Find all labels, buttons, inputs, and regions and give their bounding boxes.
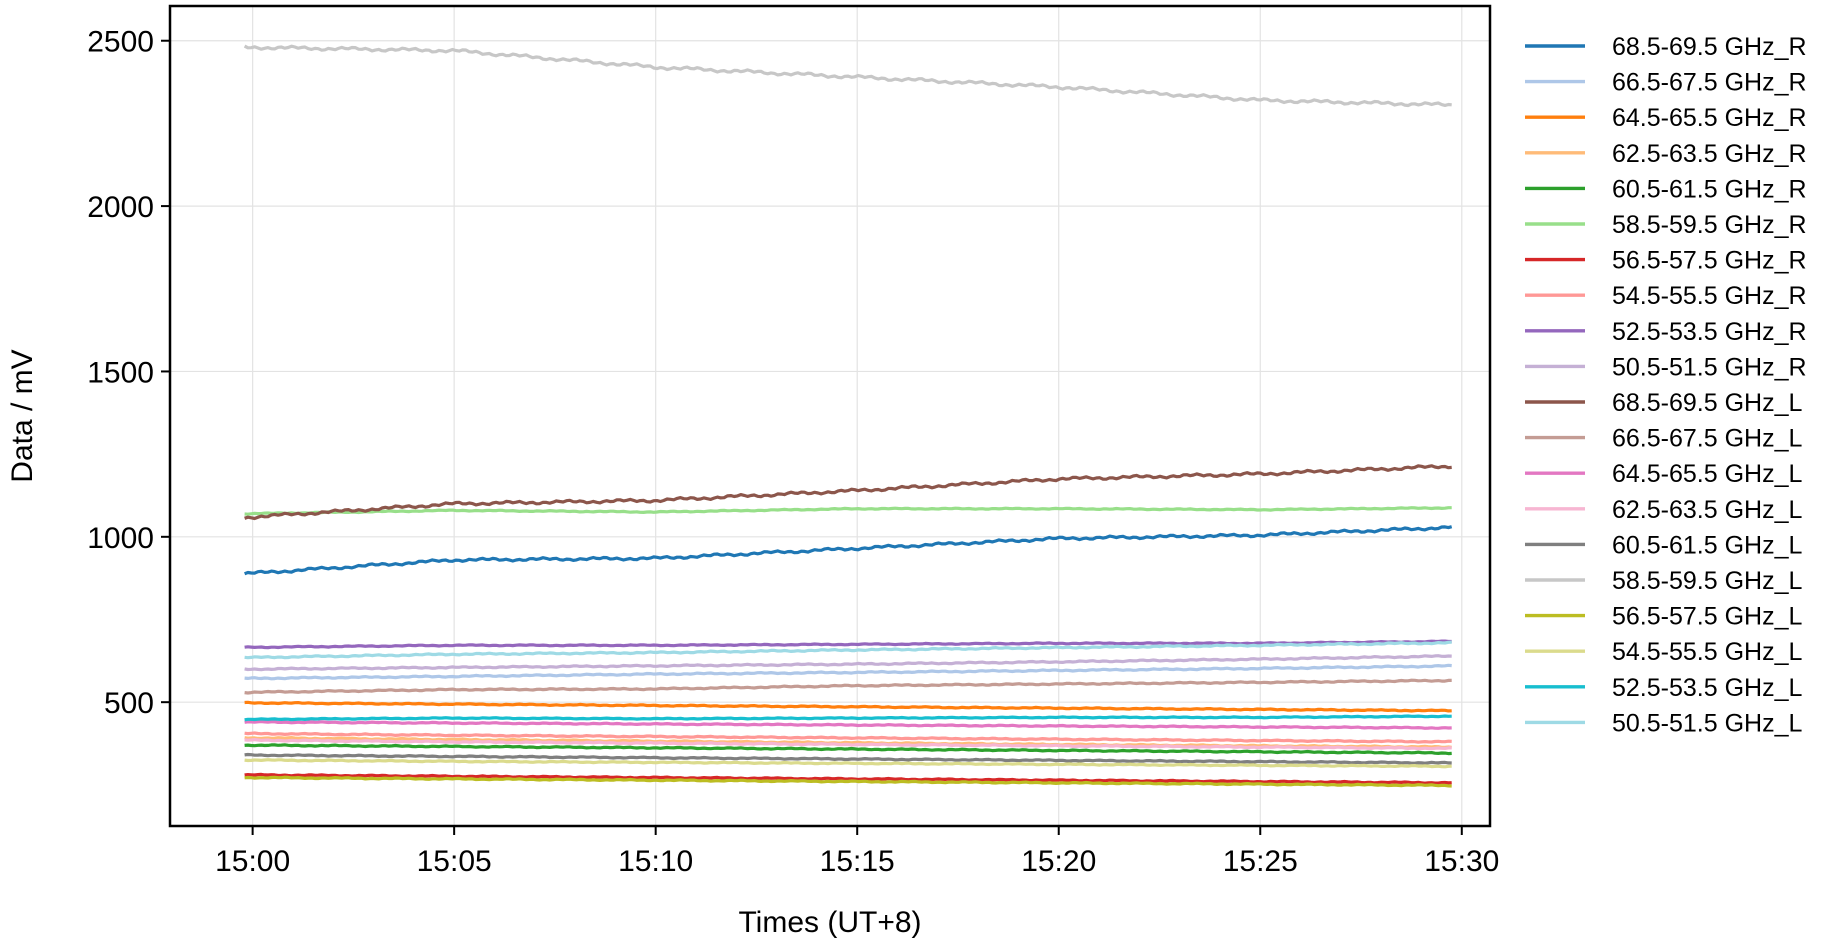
legend-label: 56.5-57.5 GHz_L — [1612, 603, 1802, 631]
series-line — [244, 654, 1452, 672]
legend-label: 50.5-51.5 GHz_L — [1612, 709, 1802, 737]
grid — [170, 6, 1490, 826]
x-tick-label: 15:10 — [618, 845, 693, 878]
series-line — [244, 525, 1453, 576]
legend-label: 68.5-69.5 GHz_L — [1612, 389, 1802, 417]
y-tick-label: 1000 — [87, 522, 154, 555]
legend-label: 58.5-59.5 GHz_R — [1612, 211, 1807, 239]
series-line — [244, 775, 1452, 788]
series-line — [244, 743, 1452, 756]
series-line — [244, 752, 1452, 765]
legend: 68.5-69.5 GHz_R 66.5-67.5 GHz_R 64.5-65.5 … — [1525, 33, 1807, 737]
x-axis-label: Times (UT+8) — [738, 906, 921, 939]
series-line — [244, 640, 1452, 660]
legend-label: 66.5-67.5 GHz_R — [1612, 69, 1807, 97]
legend-label: 60.5-61.5 GHz_L — [1612, 531, 1802, 559]
series-lines — [243, 44, 1453, 788]
x-tick-label: 15:00 — [215, 845, 290, 878]
series-line — [244, 731, 1452, 744]
plot-frame — [168, 4, 1492, 828]
legend-label: 58.5-59.5 GHz_L — [1612, 567, 1802, 595]
legend-label: 52.5-53.5 GHz_L — [1612, 674, 1802, 702]
legend-label: 54.5-55.5 GHz_L — [1612, 638, 1802, 666]
legend-label: 50.5-51.5 GHz_R — [1612, 353, 1807, 381]
series-line — [244, 663, 1452, 681]
legend-label: 64.5-65.5 GHz_L — [1612, 460, 1802, 488]
x-tick-label: 15:25 — [1223, 845, 1298, 878]
y-tick-label: 2000 — [87, 191, 154, 224]
x-tick-label: 15:05 — [417, 845, 492, 878]
legend-label: 56.5-57.5 GHz_R — [1612, 247, 1807, 275]
y-axis-label: Data / mV — [6, 349, 39, 482]
series-line — [243, 44, 1452, 108]
y-tick-label: 1500 — [87, 356, 154, 389]
series-line — [244, 700, 1452, 713]
series-line — [244, 678, 1452, 695]
x-tick-label: 15:20 — [1021, 845, 1096, 878]
legend-label: 68.5-69.5 GHz_R — [1612, 33, 1807, 61]
series-line — [244, 738, 1452, 751]
series-line — [244, 772, 1452, 785]
x-tick-label: 15:30 — [1424, 845, 1499, 878]
series-line — [244, 639, 1452, 650]
legend-label: 54.5-55.5 GHz_R — [1612, 282, 1807, 310]
legend-label: 52.5-53.5 GHz_R — [1612, 318, 1807, 346]
legend-label: 66.5-67.5 GHz_L — [1612, 425, 1802, 453]
series-line — [244, 719, 1452, 730]
legend-label: 60.5-61.5 GHz_R — [1612, 175, 1807, 203]
y-tick-label: 500 — [104, 687, 154, 720]
y-axis: 500 1000 1500 2000 2500 — [87, 26, 170, 720]
x-axis: 15:00 15:05 15:10 15:15 15:20 15:25 15:30 — [215, 826, 1499, 878]
series-line — [244, 464, 1452, 521]
series-line — [244, 758, 1452, 769]
series-line — [244, 736, 1452, 749]
x-tick-label: 15:15 — [820, 845, 895, 878]
series-line — [244, 506, 1452, 516]
y-tick-label: 2500 — [87, 26, 154, 59]
legend-label: 64.5-65.5 GHz_R — [1612, 104, 1807, 132]
legend-label: 62.5-63.5 GHz_L — [1612, 496, 1802, 524]
series-line — [244, 714, 1452, 722]
legend-label: 62.5-63.5 GHz_R — [1612, 140, 1807, 168]
